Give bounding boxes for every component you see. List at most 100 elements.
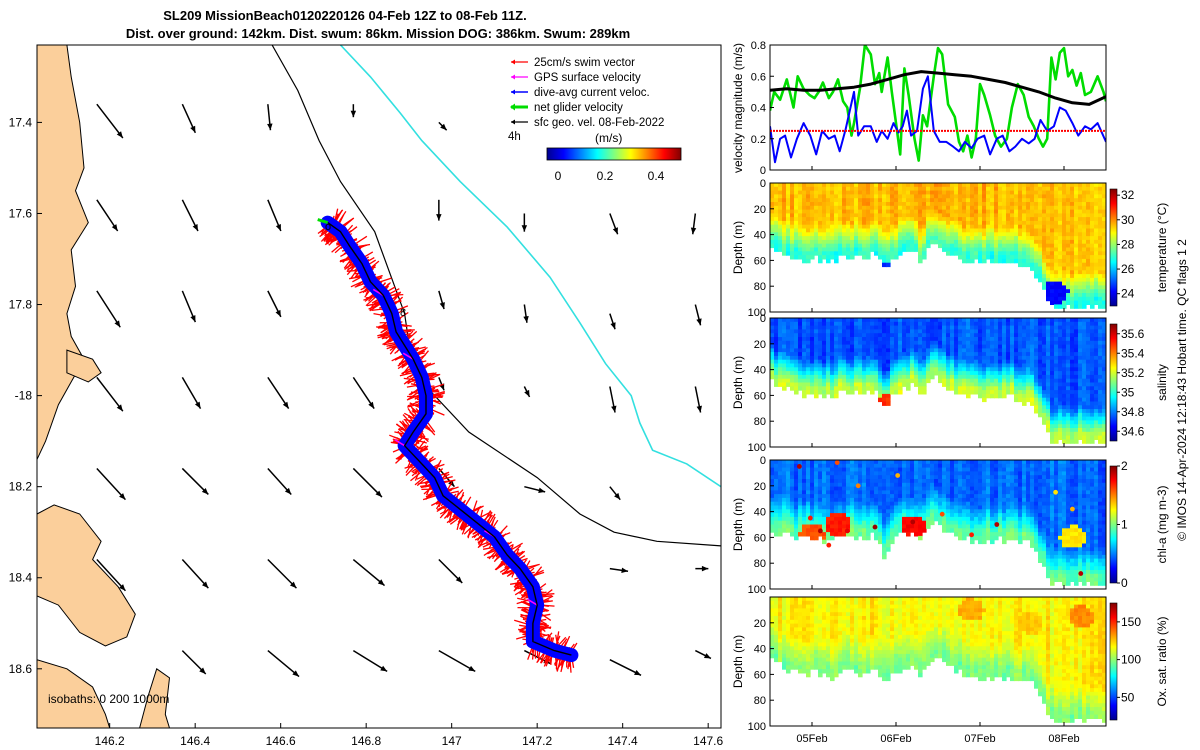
chla-cell <box>778 532 783 537</box>
temperature-cell <box>934 232 939 237</box>
temperature-cell <box>1078 220 1083 226</box>
temperature-cell <box>1086 190 1091 195</box>
salinity-cell <box>1102 337 1106 342</box>
temperature-cell <box>1054 274 1059 279</box>
salinity-cell <box>850 371 855 376</box>
temperature-cell <box>798 202 803 207</box>
salinity-cell <box>1090 333 1095 338</box>
chla-cell <box>782 528 787 533</box>
salinity-cell <box>1062 386 1067 391</box>
temperature-cell <box>822 202 827 207</box>
temperature-cell <box>774 228 779 233</box>
salinity-cell <box>1050 439 1055 444</box>
temperature-cell <box>870 243 875 249</box>
velocity-panel: 00.20.40.60.8 velocity magnitude (m/s) <box>731 40 1107 177</box>
salinity-cell <box>838 329 843 334</box>
salinity-cell <box>1030 371 1035 376</box>
temperature-cell <box>958 202 963 207</box>
temperature-cell <box>978 255 983 260</box>
salinity-cell <box>1054 409 1059 414</box>
salinity-cell <box>774 355 779 361</box>
temperature-cell <box>1014 183 1019 188</box>
salinity-cell <box>970 378 975 384</box>
salinity-cell <box>782 363 787 368</box>
salinity-cell <box>986 344 991 349</box>
temperature-cell <box>1082 183 1087 188</box>
salinity-cell <box>926 378 931 384</box>
temperature-cell <box>834 205 839 211</box>
temperature-cell <box>1082 224 1087 230</box>
salinity-cell <box>814 325 819 330</box>
salinity-cell <box>826 386 831 391</box>
salinity-cell <box>846 337 851 342</box>
salinity-cell <box>1038 378 1043 384</box>
salinity-cell <box>1002 348 1007 353</box>
chla-cell <box>770 494 775 499</box>
salinity-cell <box>778 378 783 384</box>
track-mark-start: o <box>325 221 331 233</box>
chla-cell <box>790 467 795 472</box>
temperature-cell <box>1086 274 1091 279</box>
velocity-axes: 00.20.40.60.8 <box>751 40 1065 177</box>
temperature-cell <box>854 228 859 233</box>
salinity-cell <box>1070 340 1075 346</box>
temperature-cell <box>930 194 935 199</box>
salinity-cell <box>978 352 983 357</box>
temperature-cell <box>854 198 859 203</box>
salinity-cell <box>1062 321 1067 327</box>
temperature-cell <box>906 202 911 207</box>
salinity-cell <box>1018 352 1023 357</box>
salinity-cell <box>1094 363 1099 368</box>
temperature-cell <box>986 232 991 237</box>
temperature-cell <box>910 217 915 222</box>
salinity-cell <box>1086 367 1091 372</box>
salinity-cell <box>850 333 855 338</box>
salinity-cell <box>906 374 911 380</box>
temperature-cell <box>1014 190 1019 195</box>
salinity-cell <box>778 367 783 372</box>
salinity-cell <box>1070 424 1075 429</box>
salinity-cell <box>998 352 1003 357</box>
salinity-cell <box>826 333 831 338</box>
temperature-cell <box>830 224 835 230</box>
temperature-cell <box>1074 258 1079 264</box>
temperature-cell <box>922 247 927 252</box>
salinity-cell <box>810 382 815 387</box>
salinity-cell <box>826 355 831 361</box>
salinity-cell <box>894 321 899 327</box>
temperature-cell <box>926 213 931 218</box>
map-x-tick-label: 147.4 <box>608 734 638 748</box>
temperature-cell <box>1066 239 1071 245</box>
salinity-cell <box>838 333 843 338</box>
temperature-cell <box>1086 293 1091 298</box>
chla-cell <box>782 520 787 526</box>
chla-cell <box>786 471 791 476</box>
temperature-cell <box>1074 281 1079 286</box>
temperature-cell <box>954 194 959 199</box>
temperature-cell <box>1074 255 1079 260</box>
temperature-cell <box>1030 255 1035 260</box>
salinity-cell <box>1074 405 1079 410</box>
temperature-cell <box>834 194 839 199</box>
temperature-cell <box>1046 209 1051 214</box>
temperature-cell <box>1010 239 1015 245</box>
salinity-cell <box>930 340 935 346</box>
temperature-cell <box>854 186 859 192</box>
salinity-cell <box>994 340 999 346</box>
salinity-cell <box>966 363 971 368</box>
temperature-cell <box>1074 202 1079 207</box>
temperature-cell <box>1054 289 1059 294</box>
geo-velocity-arrow <box>352 649 388 673</box>
temperature-cell <box>1078 255 1083 260</box>
temperature-cell <box>978 232 983 237</box>
temperature-cell <box>834 209 839 214</box>
temperature-cell <box>782 194 787 199</box>
salinity-cell <box>890 325 895 330</box>
temperature-cell <box>934 205 939 211</box>
temperature-cell <box>1074 247 1079 252</box>
temperature-cell <box>962 183 967 188</box>
salinity-cell <box>882 386 887 391</box>
temperature-cell <box>802 183 807 188</box>
temperature-cell <box>846 224 851 230</box>
temperature-cell <box>1054 232 1059 237</box>
